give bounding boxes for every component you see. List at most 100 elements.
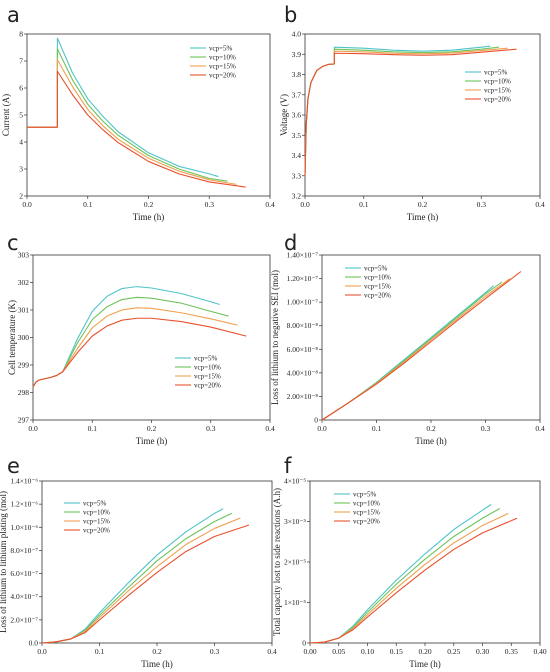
series-line-2 — [321, 281, 503, 421]
series-line-2 — [41, 512, 232, 644]
x-tick-label: 0.3 — [477, 200, 487, 209]
x-tick-label: 0.0 — [22, 200, 32, 209]
legend-label: vcp=15% — [209, 63, 236, 71]
y-tick-label: 7 — [19, 57, 23, 66]
x-tick-label: 0.1 — [359, 200, 369, 209]
chart-panel-a: 0.0 0.1 0.2 0.3 0.4 2 3 4 5 6 7 8 Time (h) Current (A… — [1, 30, 275, 223]
panel-letter-e: e — [7, 454, 20, 478]
x-tick-label: 0.0 — [317, 424, 327, 433]
panel-letter-d: d — [284, 231, 297, 255]
x-tick-label: 0.3 — [210, 647, 220, 656]
series-line-3 — [304, 47, 508, 176]
x-axis-title: Time (h) — [136, 436, 167, 446]
y-tick-label: 3.4 — [292, 151, 302, 160]
legend-label: vcp=10% — [364, 274, 391, 282]
x-tick-label: 0.2 — [147, 424, 157, 433]
y-tick-label: 3 — [19, 165, 23, 174]
plot-frame — [41, 480, 273, 644]
y-tick-label: 6.0×10⁻⁷ — [10, 569, 38, 578]
series-line-3 — [27, 59, 237, 185]
legend-label: vcp=15% — [194, 373, 221, 381]
x-tick-label: 0.4 — [265, 200, 275, 209]
y-tick-label: 1.4×10⁻⁶ — [10, 477, 38, 486]
x-axis-title: Time (h) — [409, 659, 440, 669]
series-line-2 — [309, 508, 501, 644]
y-axis-title: Voltage (V) — [279, 94, 289, 136]
x-tick-label: 0.10 — [361, 647, 374, 656]
x-tick-label: 0.05 — [332, 647, 345, 656]
y-tick-label: 297 — [18, 416, 30, 425]
chart-panel-b: 0.0 0.1 0.2 0.3 0.4 3.2 3.3 3.4 3.5 3.6 3.7 3.8 3.9 4… — [279, 30, 545, 223]
y-axis-title: Cell temperature (K) — [7, 300, 17, 375]
y-tick-label: 3.5 — [292, 131, 302, 140]
series-line-4 — [41, 524, 250, 644]
y-axis-title: Total capacity lost to side reactions (A… — [272, 488, 282, 636]
x-tick-label: 0.3 — [205, 200, 215, 209]
chart-panel-d: 0.0 0.1 0.2 0.3 0.4 0 2.00×10⁻⁸ 4.00×10⁻⁸ 6.00×1… — [270, 251, 545, 447]
legend-label: vcp=5% — [194, 355, 218, 363]
legend-label: vcp=20% — [83, 527, 110, 535]
x-tick-label: 0.3 — [206, 424, 216, 433]
x-tick-label: 0.00 — [303, 647, 316, 656]
y-tick-label: 5 — [19, 111, 23, 120]
plot-frame — [32, 254, 271, 421]
legend-label: vcp=10% — [484, 78, 511, 86]
y-tick-label: 303 — [18, 251, 30, 260]
x-tick-label: 0.1 — [372, 424, 382, 433]
y-tick-label: 0 — [302, 639, 306, 648]
x-tick-label: 0.0 — [37, 647, 47, 656]
y-tick-label: 302 — [18, 278, 30, 287]
legend-label: vcp=15% — [364, 283, 391, 291]
y-tick-label: 6 — [19, 84, 23, 93]
y-tick-label: 1.2×10⁻⁶ — [10, 500, 38, 509]
series-line-4 — [321, 271, 522, 421]
plot-frame — [309, 480, 541, 644]
legend-label: vcp=10% — [194, 364, 221, 372]
y-tick-label: 1.40×10⁻⁷ — [287, 251, 319, 260]
x-tick-label: 0.0 — [300, 200, 310, 209]
y-tick-label: 4.0×10⁻⁷ — [10, 592, 38, 601]
x-tick-label: 0.1 — [88, 424, 98, 433]
x-axis-title: Time (h) — [407, 212, 438, 222]
y-tick-label: 0 — [314, 416, 318, 425]
y-tick-label: 3.8 — [292, 70, 302, 79]
chart-panel-f: 0.00 0.05 0.10 0.15 0.20 0.25 0.30 0.35 0.40 0 1×1… — [272, 477, 547, 670]
series-line-3 — [41, 517, 241, 644]
series-line-1 — [41, 508, 224, 644]
series-line-3 — [309, 512, 509, 644]
series-line-2 — [304, 46, 499, 176]
y-tick-label: 3×10⁻⁵ — [284, 517, 306, 526]
series-line-4 — [309, 517, 518, 644]
y-tick-label: 8.00×10⁻⁸ — [287, 321, 319, 330]
y-tick-label: 3.2 — [292, 192, 302, 201]
y-axis-title: Loss of lithium to lithium plating (mol) — [0, 491, 8, 633]
y-tick-label: 2.0×10⁻⁷ — [10, 615, 38, 624]
legend-label: vcp=5% — [83, 500, 107, 508]
legend-label: vcp=5% — [364, 265, 388, 273]
y-axis-title: Current (A) — [1, 94, 11, 136]
y-tick-label: 2.00×10⁻⁸ — [287, 392, 319, 401]
legend-label: vcp=10% — [83, 509, 110, 517]
y-tick-label: 3.9 — [292, 50, 302, 59]
y-tick-label: 8 — [19, 30, 23, 39]
y-axis-title: Loss of lithium to negative SEI (mol) — [270, 270, 280, 405]
legend-label: vcp=15% — [353, 509, 380, 517]
y-tick-label: 4 — [19, 138, 23, 147]
y-tick-label: 3.3 — [292, 171, 302, 180]
y-tick-label: 2×10⁻⁵ — [284, 558, 306, 567]
x-tick-label: 0.2 — [426, 424, 436, 433]
x-axis-title: Time (h) — [415, 436, 446, 446]
y-tick-label: 4.00×10⁻⁸ — [287, 368, 319, 377]
panel-letter-f: f — [284, 454, 292, 478]
x-tick-label: 0.2 — [152, 647, 162, 656]
y-tick-label: 6.00×10⁻⁸ — [287, 345, 319, 354]
y-tick-label: 8.0×10⁻⁷ — [10, 546, 38, 555]
legend-label: vcp=20% — [209, 72, 236, 80]
x-tick-label: 0.25 — [447, 647, 460, 656]
series-line-1 — [321, 285, 495, 421]
legend-label: vcp=5% — [484, 69, 508, 77]
x-tick-label: 0.0 — [28, 424, 38, 433]
y-tick-label: 1.20×10⁻⁷ — [287, 274, 319, 283]
x-tick-label: 0.1 — [83, 200, 93, 209]
y-tick-label: 1×10⁻⁵ — [284, 598, 306, 607]
